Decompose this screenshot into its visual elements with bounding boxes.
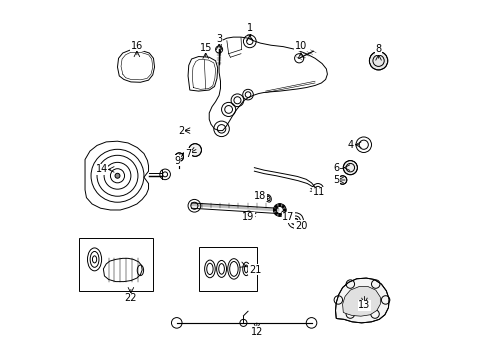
Text: 20: 20 [294, 221, 306, 231]
Bar [79, 238, 152, 291]
Text: 5: 5 [332, 175, 339, 185]
Circle shape [281, 205, 284, 208]
Text: 9: 9 [174, 156, 180, 166]
Polygon shape [335, 278, 388, 323]
Text: 7: 7 [184, 149, 191, 158]
Circle shape [278, 204, 281, 207]
Text: 3: 3 [216, 34, 222, 44]
Text: 16: 16 [130, 41, 142, 51]
Text: 10: 10 [294, 41, 306, 51]
Text: 2: 2 [178, 126, 184, 136]
Circle shape [188, 144, 201, 156]
Circle shape [281, 212, 284, 215]
Text: 4: 4 [346, 140, 353, 150]
Circle shape [293, 219, 297, 223]
Circle shape [278, 213, 281, 216]
Circle shape [273, 208, 276, 211]
Bar [198, 247, 256, 291]
Text: 22: 22 [124, 293, 137, 303]
Circle shape [283, 208, 285, 211]
Circle shape [274, 205, 277, 208]
Circle shape [338, 176, 346, 184]
Text: 21: 21 [248, 265, 261, 275]
Circle shape [343, 161, 357, 175]
Text: 14: 14 [95, 165, 107, 174]
Text: 15: 15 [199, 43, 211, 53]
Text: 18: 18 [254, 191, 266, 201]
Text: 11: 11 [312, 187, 324, 197]
Text: 17: 17 [282, 212, 294, 222]
Text: 1: 1 [246, 23, 252, 33]
Circle shape [274, 212, 277, 215]
Circle shape [115, 173, 120, 178]
Polygon shape [342, 287, 380, 316]
Circle shape [368, 51, 387, 70]
Text: 6: 6 [332, 163, 339, 173]
Text: 12: 12 [250, 327, 263, 337]
Text: 19: 19 [242, 212, 254, 222]
Text: 8: 8 [375, 45, 381, 54]
Circle shape [175, 153, 183, 161]
Text: 13: 13 [358, 300, 370, 310]
